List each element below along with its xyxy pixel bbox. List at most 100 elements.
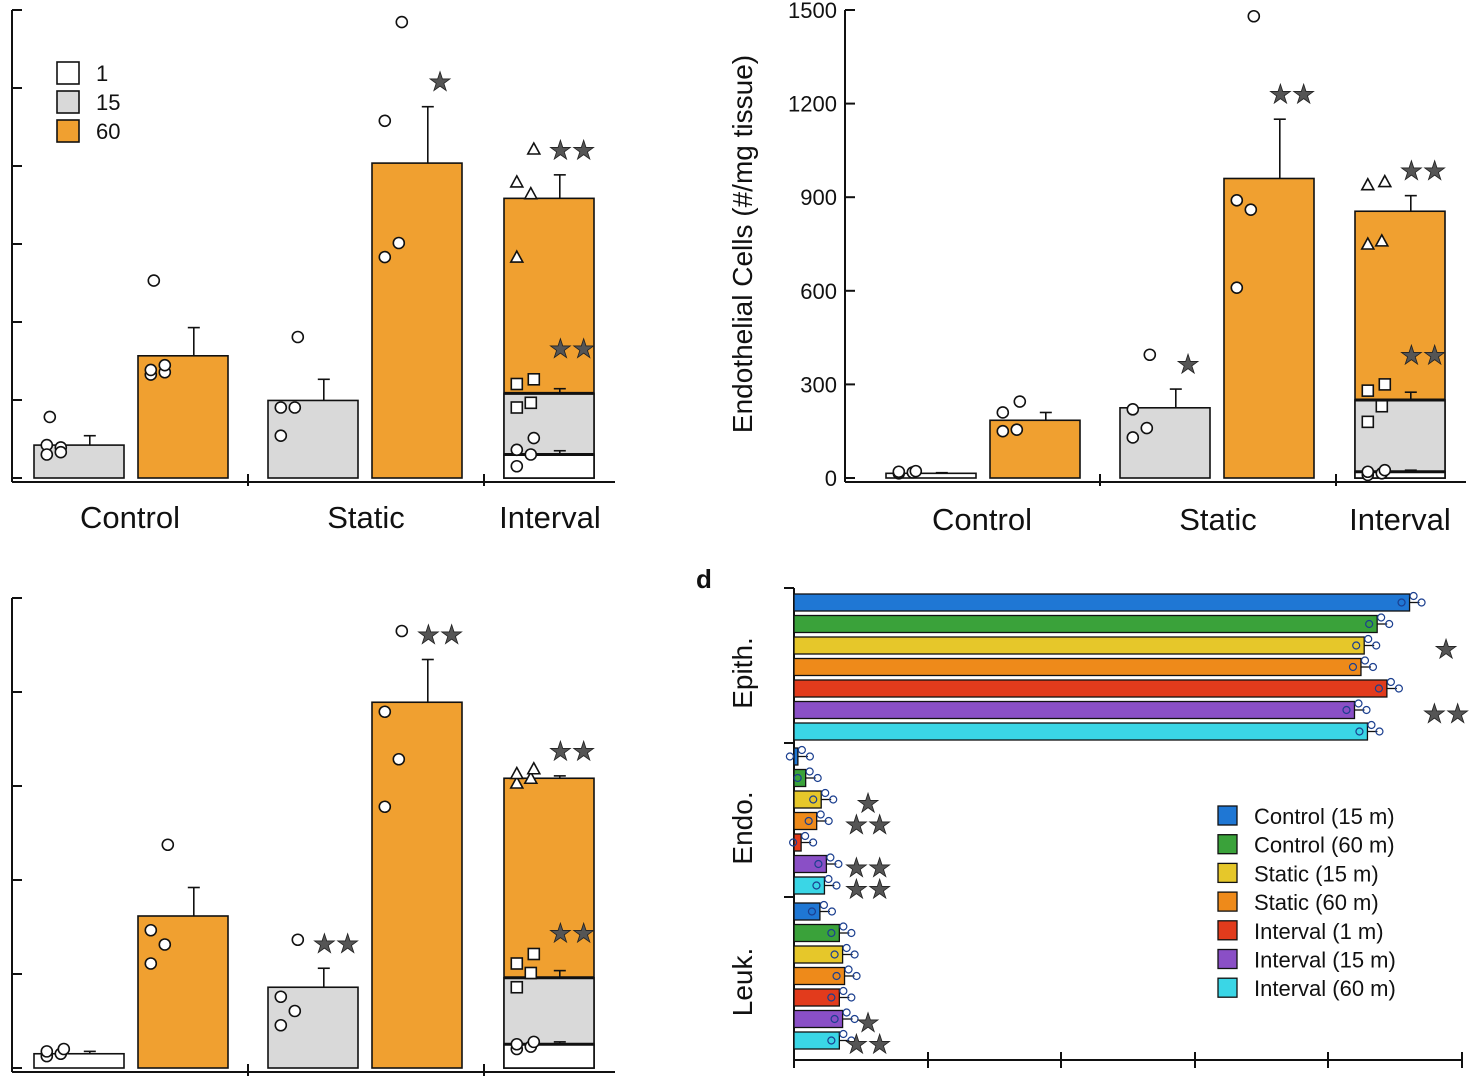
- y-tick-label: 300: [800, 372, 837, 397]
- data-point: [1355, 727, 1364, 736]
- bar: [793, 945, 844, 964]
- legend-label: 60: [96, 119, 120, 144]
- significance-star: ★★: [845, 810, 892, 840]
- group-label: Epith.: [727, 637, 758, 709]
- data-point: [43, 410, 57, 424]
- data-point: [57, 1042, 71, 1056]
- bar: [793, 657, 1362, 677]
- data-point: [527, 1035, 541, 1049]
- data-point: [523, 185, 539, 200]
- panel-b: 0 300 600 900 1200 1500 Endothelial Cells (#/m…: [727, 0, 1466, 537]
- data-point: [1360, 656, 1370, 665]
- data-point: [1348, 662, 1358, 672]
- legend-swatch: [1217, 862, 1238, 884]
- data-point: [801, 831, 810, 841]
- data-point: [510, 980, 524, 994]
- legend-swatch: [1217, 805, 1238, 826]
- data-point: [274, 990, 288, 1004]
- bar: [137, 915, 229, 1069]
- data-point: [812, 881, 821, 890]
- category-label: Interval: [1349, 502, 1451, 537]
- data-point: [816, 810, 825, 819]
- data-point: [996, 424, 1010, 438]
- data-point: [1362, 705, 1371, 715]
- legend-swatch: [56, 119, 80, 143]
- data-point: [842, 1008, 851, 1017]
- y-tick-label: 1500: [788, 0, 837, 23]
- data-point: [54, 445, 68, 459]
- data-point: [842, 943, 851, 953]
- data-point: [510, 1037, 524, 1051]
- data-point: [1372, 641, 1381, 650]
- data-point: [1364, 634, 1373, 644]
- bar: [793, 700, 1356, 720]
- data-point: [291, 933, 305, 947]
- bar: [793, 923, 841, 943]
- data-point: [824, 816, 833, 826]
- data-point: [813, 773, 822, 783]
- significance-star: ★★: [313, 928, 360, 958]
- data-point: [161, 838, 175, 852]
- data-point: [789, 838, 798, 847]
- y-tick-label: 1200: [788, 92, 837, 117]
- data-point: [797, 745, 806, 755]
- category-label: Static: [1179, 502, 1257, 537]
- data-point: [1378, 463, 1392, 477]
- data-point: [1010, 423, 1024, 436]
- data-point: [1417, 598, 1426, 607]
- significance-star: ★★: [549, 135, 596, 165]
- data-point: [527, 947, 541, 961]
- data-point: [892, 465, 906, 479]
- bar: [793, 593, 1411, 612]
- data-point: [1365, 619, 1374, 629]
- data-point: [144, 363, 158, 377]
- data-point: [830, 950, 839, 959]
- data-point: [274, 1018, 288, 1032]
- legend-swatch: [56, 90, 80, 114]
- bar: [33, 444, 125, 479]
- data-point: [834, 859, 843, 869]
- legend-label: Static (15 m): [1254, 861, 1379, 886]
- bar: [793, 833, 802, 852]
- data-point: [793, 773, 802, 783]
- data-point: [814, 859, 823, 869]
- data-point: [805, 752, 814, 761]
- data-point: [826, 853, 835, 862]
- data-point: [1368, 662, 1378, 672]
- data-point: [1352, 641, 1361, 650]
- significance-star: ★: [1176, 349, 1199, 379]
- data-point: [1367, 720, 1376, 730]
- data-point: [844, 965, 853, 974]
- data-point: [839, 922, 848, 931]
- data-point: [395, 624, 409, 638]
- data-point: [852, 971, 861, 981]
- bar: [793, 679, 1388, 698]
- data-point: [527, 372, 541, 386]
- data-point: [1013, 395, 1027, 408]
- bar: [371, 162, 463, 479]
- data-point: [850, 950, 859, 959]
- data-point: [40, 448, 54, 461]
- data-point: [827, 1036, 836, 1045]
- data-point: [509, 765, 525, 780]
- bar: [885, 472, 977, 479]
- data-point: [378, 800, 392, 814]
- data-point: [510, 377, 524, 391]
- data-point: [158, 358, 172, 372]
- significance-star: ★★: [1400, 156, 1447, 186]
- data-point: [1375, 399, 1389, 413]
- data-point: [996, 406, 1010, 419]
- y-tick-label: 0: [825, 466, 837, 491]
- legend-label: Interval (15 m): [1254, 948, 1396, 973]
- data-point: [378, 114, 392, 128]
- significance-star: ★★: [549, 918, 596, 948]
- category-label: Control: [932, 502, 1032, 537]
- data-point: [827, 907, 837, 916]
- data-point: [829, 795, 838, 804]
- data-point: [1361, 384, 1375, 397]
- bar: [793, 1009, 844, 1029]
- legend-swatch: [1217, 891, 1238, 912]
- data-point: [1374, 233, 1390, 247]
- data-point: [144, 957, 158, 970]
